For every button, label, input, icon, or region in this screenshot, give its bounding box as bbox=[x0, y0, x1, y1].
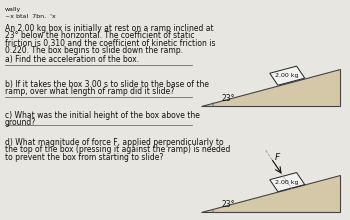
Text: 2.00 kg: 2.00 kg bbox=[275, 180, 299, 185]
Polygon shape bbox=[270, 66, 305, 85]
Text: d) What magnitude of force F, applied perpendicularly to: d) What magnitude of force F, applied pe… bbox=[5, 138, 224, 147]
Text: 23° below the horizontal. The coefficient of static: 23° below the horizontal. The coefficien… bbox=[5, 31, 194, 40]
Text: 23°: 23° bbox=[222, 94, 235, 103]
Text: ground?: ground? bbox=[5, 118, 36, 127]
Text: friction is 0.310 and the coefficient of kinetic friction is: friction is 0.310 and the coefficient of… bbox=[5, 38, 215, 48]
Text: ~x btal  7bn.  'x: ~x btal 7bn. 'x bbox=[5, 15, 56, 19]
Polygon shape bbox=[201, 175, 340, 212]
Text: 2.00 kg: 2.00 kg bbox=[275, 73, 299, 78]
Text: 23°: 23° bbox=[222, 200, 235, 209]
Text: c) What was the initial height of the box above the: c) What was the initial height of the bo… bbox=[5, 111, 200, 120]
Text: a) Find the acceleration of the box.: a) Find the acceleration of the box. bbox=[5, 55, 139, 64]
Text: An 2.00 kg box is initially at rest on a ramp inclined at: An 2.00 kg box is initially at rest on a… bbox=[5, 24, 214, 33]
Polygon shape bbox=[201, 69, 340, 106]
Text: ramp, over what length of ramp did it slide?: ramp, over what length of ramp did it sl… bbox=[5, 87, 174, 96]
Text: the top of the box (pressing it against the ramp) is needed: the top of the box (pressing it against … bbox=[5, 145, 230, 154]
Text: 0.220. The box begins to slide down the ramp.: 0.220. The box begins to slide down the … bbox=[5, 46, 183, 55]
Text: F: F bbox=[275, 152, 280, 161]
Text: to prevent the box from starting to slide?: to prevent the box from starting to slid… bbox=[5, 153, 163, 161]
Text: b) If it takes the box 3.00 s to slide to the base of the: b) If it takes the box 3.00 s to slide t… bbox=[5, 80, 209, 89]
Polygon shape bbox=[270, 172, 305, 192]
Text: wally: wally bbox=[5, 7, 21, 12]
